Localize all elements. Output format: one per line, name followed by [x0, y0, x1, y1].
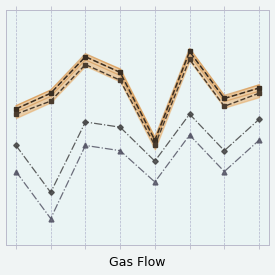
- X-axis label: Gas Flow: Gas Flow: [109, 257, 166, 269]
